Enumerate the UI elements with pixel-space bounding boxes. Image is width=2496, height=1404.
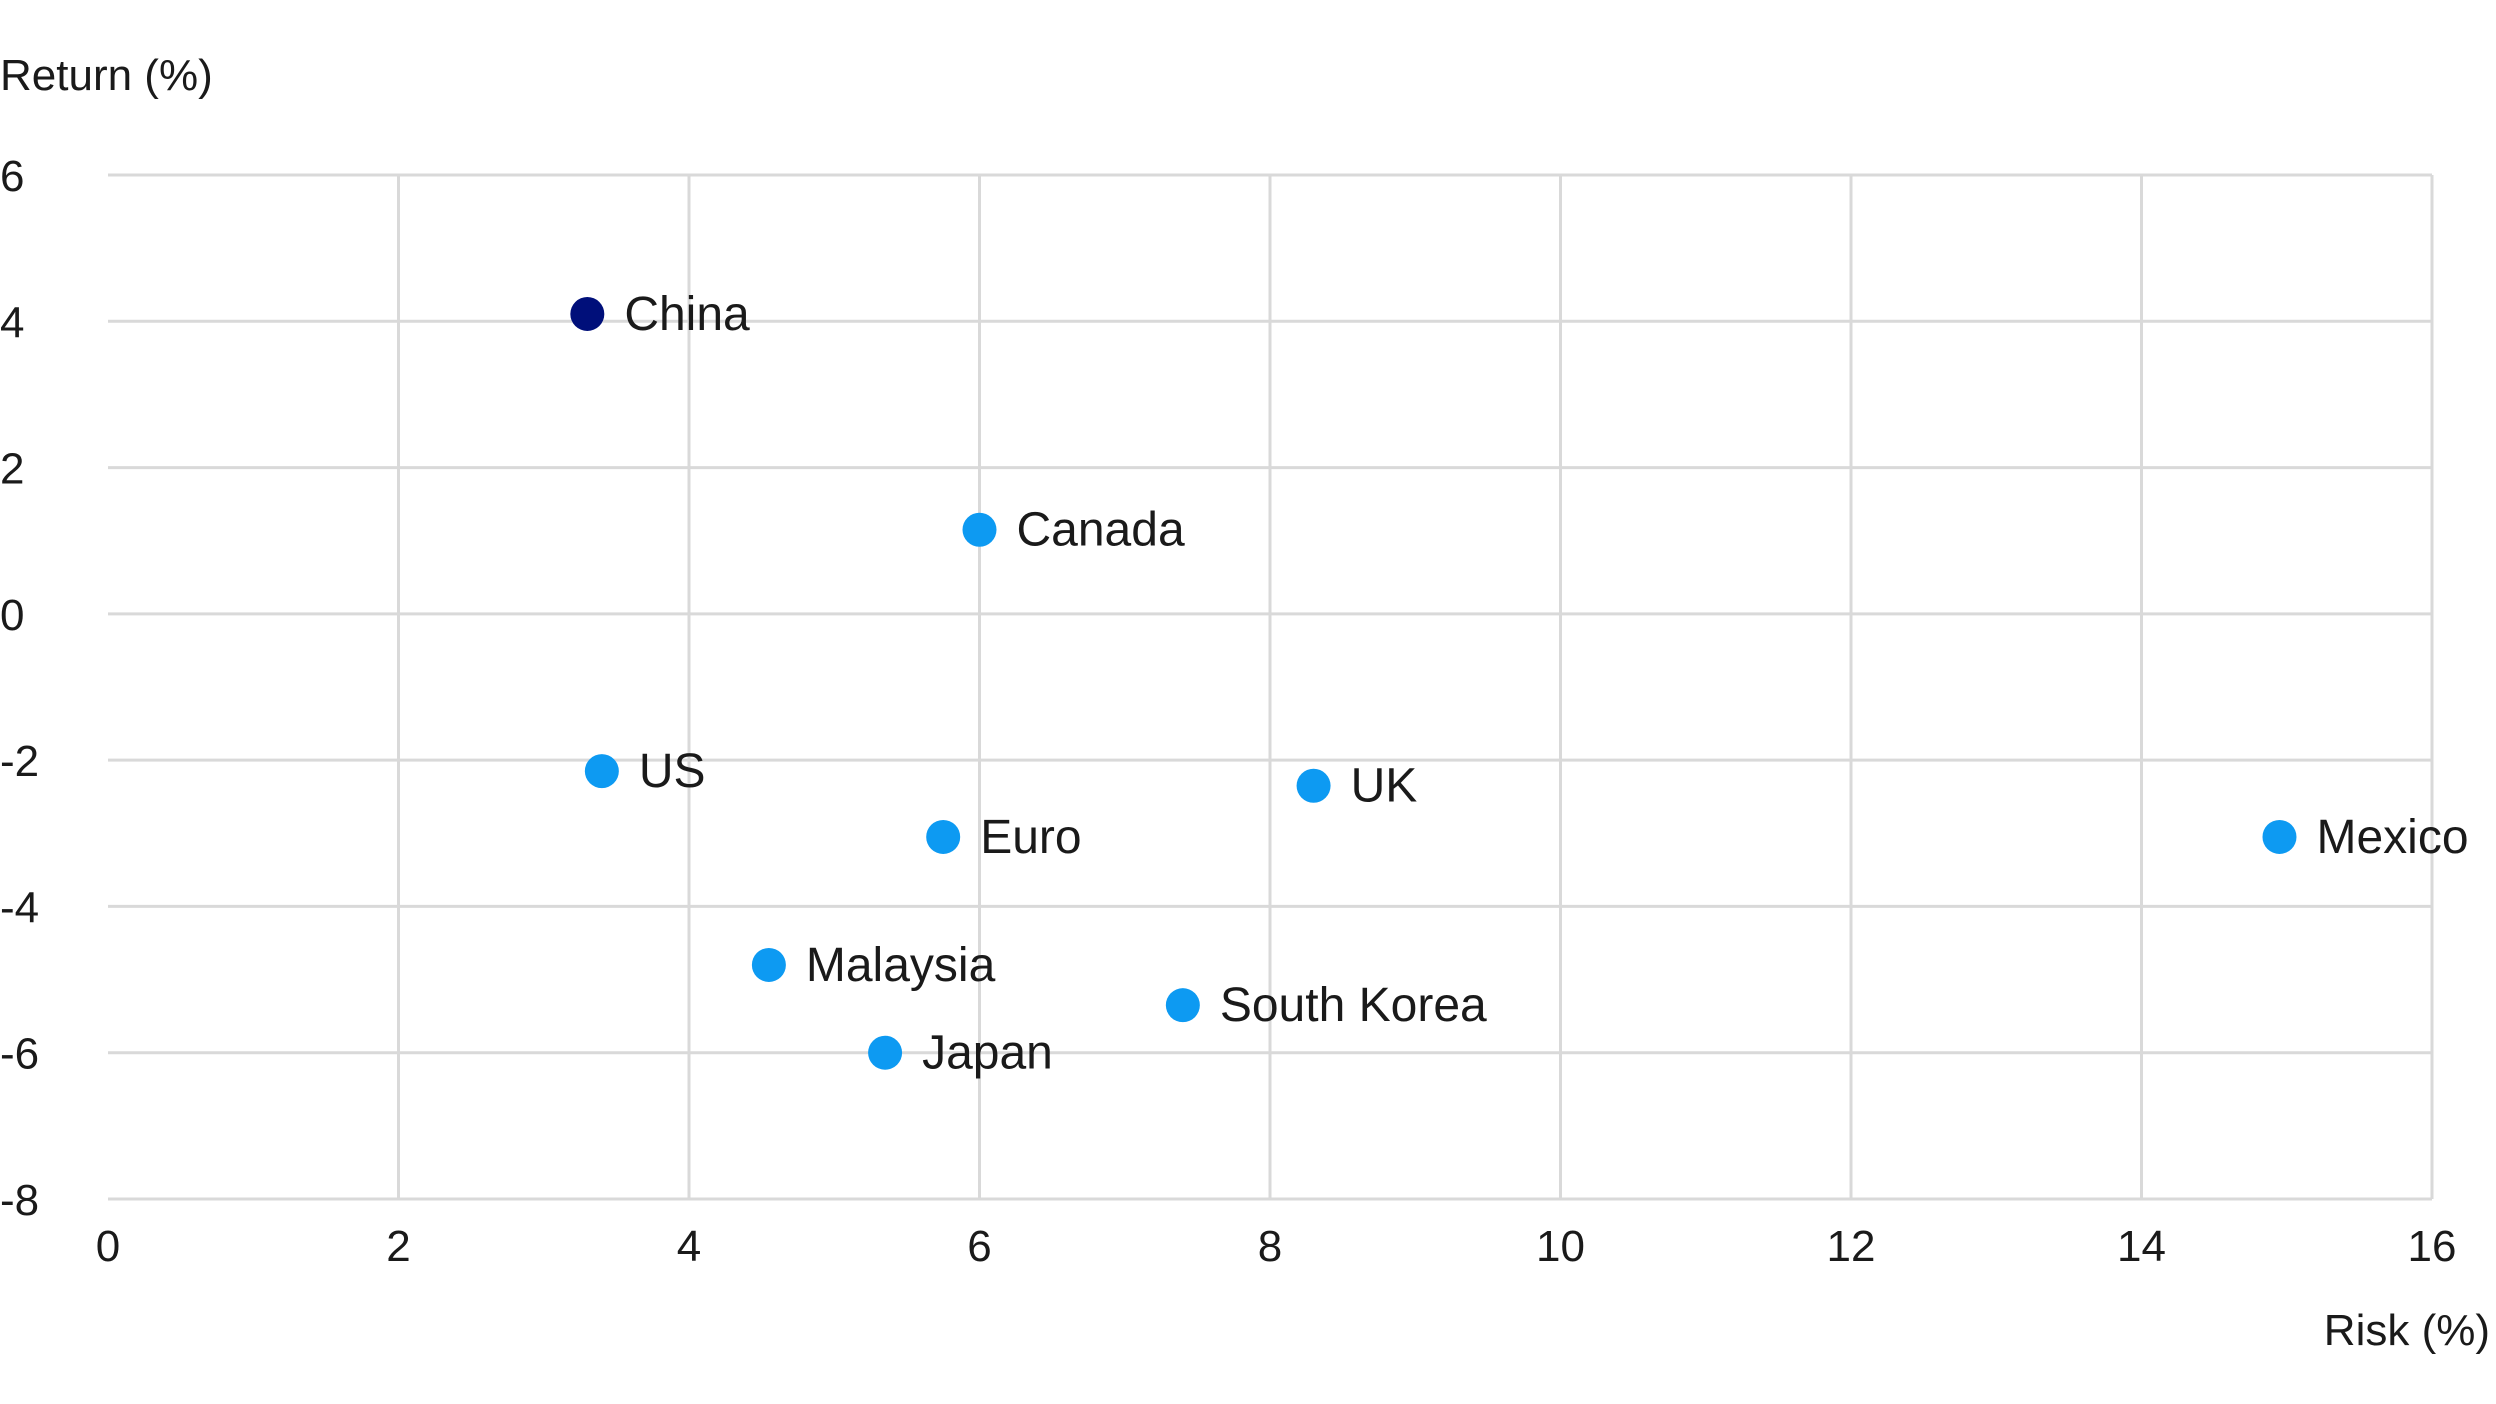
x-tick-label: 2 [386, 1222, 410, 1271]
y-axis-label: Return (%) [0, 51, 213, 100]
x-tick-label: 16 [2408, 1222, 2457, 1271]
y-tick-label: 2 [0, 445, 24, 494]
data-point-label: US [639, 745, 706, 798]
x-tick-label: 6 [967, 1222, 991, 1271]
grid [108, 173, 2434, 1201]
data-point [570, 296, 605, 331]
data-point [1296, 768, 1331, 803]
data-point-label: Canada [1017, 504, 1185, 557]
data-point-label: Malaysia [806, 939, 996, 992]
ticks: 6 4 2 0 -2 -4 -6 -8 0 2 4 6 8 10 12 14 16 [0, 152, 2456, 1271]
data-point-label: Japan [922, 1027, 1053, 1080]
y-tick-label: -8 [0, 1176, 39, 1225]
data-point-label: China [624, 288, 750, 341]
x-tick-label: 10 [1536, 1222, 1585, 1271]
data-point-label: South Korea [1220, 979, 1487, 1032]
x-tick-label: 0 [96, 1222, 120, 1271]
y-tick-label: -4 [0, 883, 39, 932]
data-point [962, 512, 997, 547]
data-points: China Canada US Euro UK Mexico Malaysia South K… [570, 288, 2469, 1080]
data-point-label: Mexico [2316, 811, 2468, 864]
data-point [584, 754, 619, 789]
data-point [926, 819, 961, 854]
x-axis-label: Risk (%) [2324, 1306, 2490, 1355]
y-tick-label: 6 [0, 152, 24, 201]
y-tick-label: 4 [0, 298, 24, 347]
data-point [751, 947, 786, 982]
x-tick-label: 12 [1827, 1222, 1876, 1271]
data-point [2262, 819, 2297, 854]
x-tick-label: 14 [2117, 1222, 2166, 1271]
data-point-label: Euro [980, 811, 1081, 864]
data-point [868, 1035, 903, 1070]
y-tick-label: 0 [0, 591, 24, 640]
x-tick-label: 4 [677, 1222, 701, 1271]
y-tick-label: -6 [0, 1030, 39, 1079]
data-point [1165, 988, 1200, 1023]
data-point-label: UK [1351, 760, 1418, 813]
x-tick-label: 8 [1258, 1222, 1282, 1271]
y-tick-label: -2 [0, 737, 39, 786]
